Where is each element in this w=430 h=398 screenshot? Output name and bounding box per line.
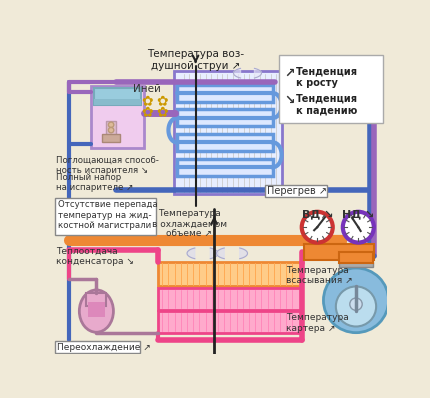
Bar	[304, 244, 374, 259]
Bar	[158, 262, 302, 287]
Text: Тенденция
к росту: Тенденция к росту	[295, 66, 358, 88]
Bar	[264, 185, 326, 197]
Bar	[174, 71, 283, 194]
Text: Иней: Иней	[133, 84, 161, 94]
Circle shape	[108, 122, 114, 127]
Bar	[55, 341, 140, 353]
Text: ↗: ↗	[285, 66, 295, 79]
Bar	[279, 55, 383, 123]
Text: Температура
всасывания ↗: Температура всасывания ↗	[286, 266, 353, 285]
Text: Тенденция
к падению: Тенденция к падению	[295, 94, 358, 115]
Bar	[55, 198, 156, 235]
Text: Переохлаждение ↗: Переохлаждение ↗	[57, 343, 150, 352]
Text: Теплоотдача
конденсатора ↘: Теплоотдача конденсатора ↘	[56, 246, 134, 266]
Bar	[272, 188, 282, 194]
Text: Полный напор
на испарителе ↗: Полный напор на испарителе ↗	[56, 172, 133, 192]
Bar	[102, 134, 120, 142]
Bar	[88, 302, 105, 317]
Bar	[158, 288, 302, 310]
Bar	[177, 85, 273, 101]
Circle shape	[323, 268, 389, 333]
Circle shape	[336, 287, 376, 326]
Bar	[94, 88, 141, 105]
Bar	[86, 293, 107, 306]
Bar	[107, 121, 116, 135]
Text: ✿: ✿	[157, 94, 168, 108]
Text: ✿: ✿	[157, 105, 168, 119]
Bar	[177, 134, 273, 151]
Text: ВД ↘: ВД ↘	[301, 209, 333, 219]
Circle shape	[343, 212, 374, 242]
Ellipse shape	[79, 290, 114, 332]
Text: Поглощающая способ-
ность испарителя ↘: Поглощающая способ- ность испарителя ↘	[56, 156, 159, 175]
Text: Перегрев ↗: Перегрев ↗	[267, 186, 327, 196]
Text: Температура
в охлаждаемом
объеме ↗: Температура в охлаждаемом объеме ↗	[152, 209, 227, 239]
Text: ✿: ✿	[141, 94, 153, 108]
Bar	[339, 262, 373, 267]
Circle shape	[108, 127, 114, 133]
Text: Температура воз-
душной струи ↗: Температура воз- душной струи ↗	[147, 49, 244, 71]
Bar	[91, 86, 144, 148]
Polygon shape	[255, 68, 261, 78]
Bar	[177, 109, 273, 126]
Polygon shape	[233, 68, 240, 78]
Text: ↘: ↘	[285, 94, 295, 107]
Bar	[177, 159, 273, 176]
Polygon shape	[210, 248, 218, 259]
Text: НД ↘: НД ↘	[342, 209, 375, 219]
Text: Отсутствие перепада
температур на жид-
костной магистрали: Отсутствие перепада температур на жид- к…	[58, 200, 158, 230]
Polygon shape	[240, 248, 248, 259]
Text: Температура
картера ↗: Температура картера ↗	[286, 313, 349, 333]
Polygon shape	[217, 248, 224, 259]
Text: ✿: ✿	[141, 105, 153, 119]
Bar	[94, 99, 141, 105]
Circle shape	[302, 212, 333, 242]
Bar	[339, 252, 373, 263]
Polygon shape	[187, 248, 195, 259]
Bar	[158, 311, 302, 333]
Circle shape	[350, 298, 362, 310]
